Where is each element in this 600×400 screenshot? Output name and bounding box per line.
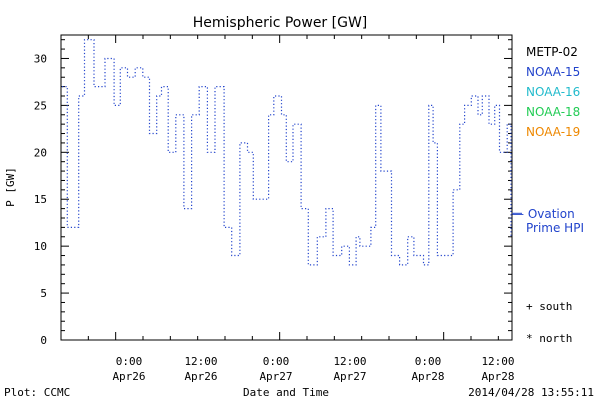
y-tick-label: 30 [34,52,47,65]
ovation-label: — Ovation Prime HPI [512,207,584,235]
x-tick-label-date: Apr27 [333,370,366,383]
x-tick-label-time: 12:00 [184,355,217,368]
footer-left: Plot: CCMC [4,386,70,399]
chart-title: Hemispheric Power [GW] [193,15,368,31]
y-tick-label: 10 [34,240,47,253]
y-tick-label: 5 [40,287,47,300]
series-line-noaa-15 [62,39,512,266]
x-tick-label-time: 0:00 [116,355,143,368]
north-marker-label: * north [526,332,572,345]
legend-item-noaa-18: NOAA-18 [526,105,580,119]
legend: METP-02 NOAA-15 NOAA-16 NOAA-18 NOAA-19 [526,45,580,139]
x-tick-label-time: 0:00 [415,355,442,368]
x-axis-label: Date and Time [243,386,329,399]
south-marker-label: + south [526,300,572,313]
x-tick-label-time: 0:00 [263,355,290,368]
y-axis: 0 5 10 15 20 25 30 [34,39,512,347]
legend-item-noaa-16: NOAA-16 [526,85,580,99]
x-tick-label-date: Apr28 [481,370,514,383]
x-tick-label-date: Apr26 [112,370,145,383]
legend-item-metp-02: METP-02 [526,45,578,59]
y-tick-label: 25 [34,99,47,112]
ovation-label-line1: — Ovation [512,207,575,221]
footer-timestamp: 2014/04/28 13:55:11 [468,386,594,399]
x-tick-label-time: 12:00 [481,355,514,368]
plot-frame [60,34,513,341]
ovation-label-line2: Prime HPI [526,221,584,235]
y-tick-label: 15 [34,193,47,206]
legend-item-noaa-15: NOAA-15 [526,65,580,79]
x-tick-label-date: Apr27 [259,370,292,383]
legend-item-noaa-19: NOAA-19 [526,125,580,139]
y-tick-label: 20 [34,146,47,159]
x-tick-label-date: Apr26 [184,370,217,383]
x-tick-label-time: 12:00 [333,355,366,368]
x-tick-label-date: Apr28 [411,370,444,383]
series-layer [62,39,522,266]
y-tick-label: 0 [40,334,47,347]
x-axis: 0:00 Apr26 12:00 Apr26 0:00 Apr27 12:00 Apr27 0:… [60,35,515,383]
y-axis-label: P [GW] [4,167,17,207]
